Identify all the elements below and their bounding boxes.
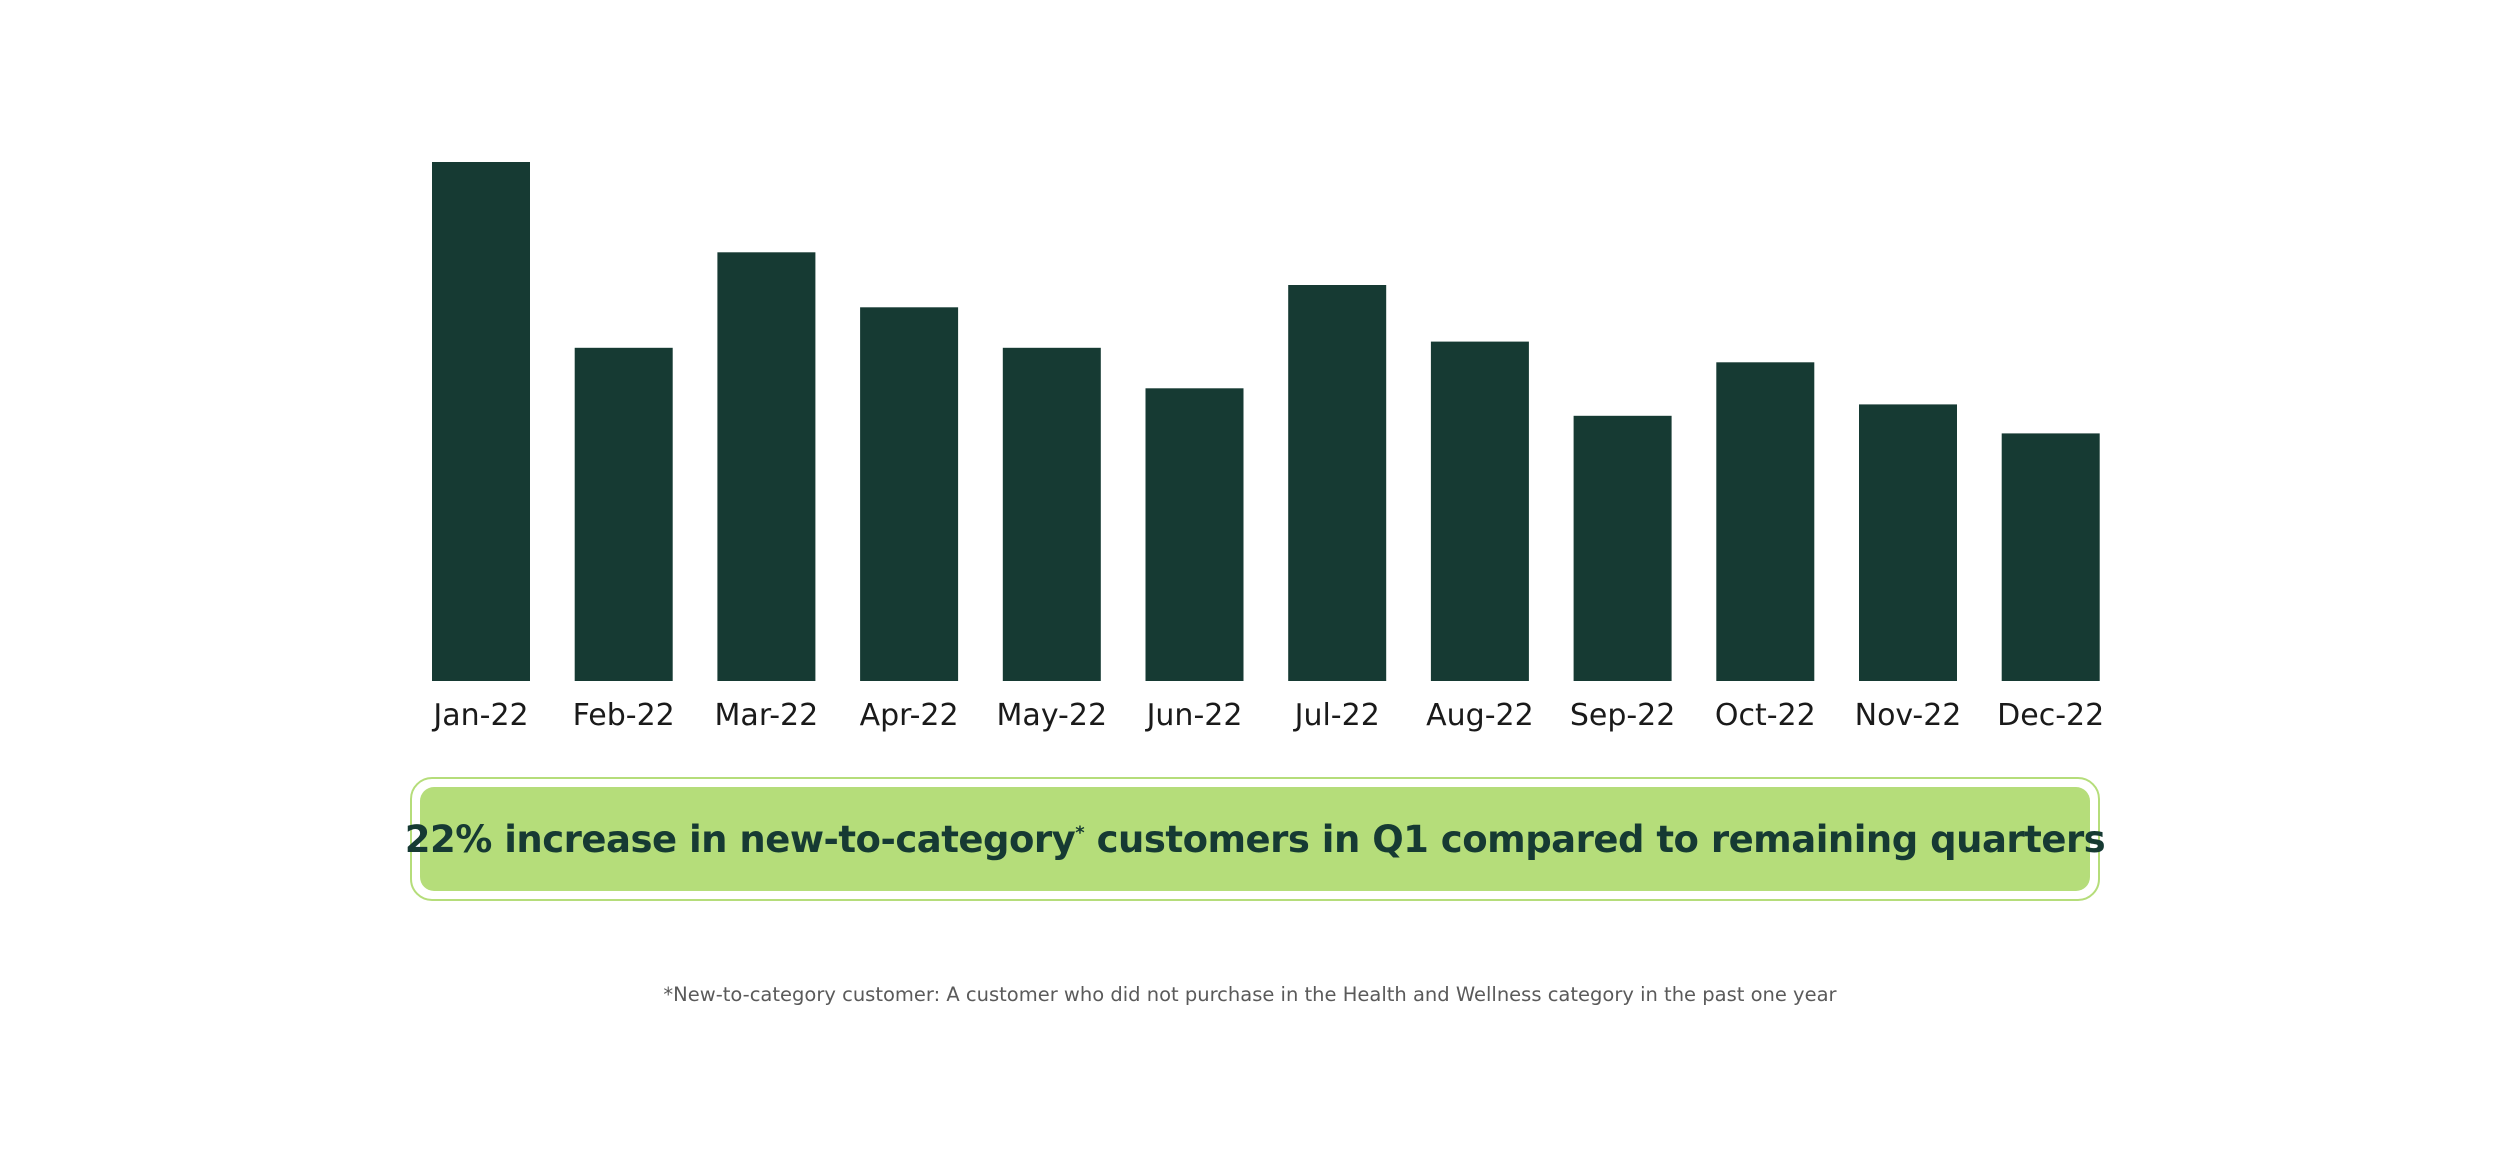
- bar-jun-22: [1145, 388, 1244, 681]
- insight-text-part2: customers in Q1 compared to remaining qu…: [1084, 817, 2106, 861]
- bars-group: [432, 162, 2100, 682]
- footnote: *New-to-category customer: A customer wh…: [663, 983, 1837, 1006]
- x-tick-label-sep-22: Sep-22: [1570, 698, 1676, 733]
- bar-mar-22: [717, 252, 816, 682]
- bar-may-22: [1002, 347, 1101, 681]
- x-tick-label-jul-22: Jul-22: [1293, 698, 1380, 733]
- x-tick-label-may-22: May-22: [997, 698, 1108, 733]
- bar-aug-22: [1430, 341, 1529, 681]
- insight-text-part1: in new-to-category: [676, 817, 1076, 861]
- insight-footnote-mark: *: [1075, 822, 1085, 844]
- bar-sep-22: [1573, 415, 1672, 681]
- x-tick-label-oct-22: Oct-22: [1715, 698, 1816, 733]
- x-tick-labels: Jan-22 Feb-22 Mar-22 Apr-22 May-22 Jun-22 Jul-…: [431, 698, 2104, 733]
- bar-dec-22: [2001, 433, 2100, 681]
- x-tick-label-dec-22: Dec-22: [1997, 698, 2104, 733]
- x-tick-label-nov-22: Nov-22: [1855, 698, 1962, 733]
- bar-nov-22: [1859, 404, 1957, 681]
- bar-chart: Jan-22 Feb-22 Mar-22 Apr-22 May-22 Jun-22 Jul-…: [431, 162, 2104, 733]
- bar-jan-22: [432, 162, 530, 681]
- bar-apr-22: [860, 307, 959, 681]
- x-tick-label-aug-22: Aug-22: [1426, 698, 1534, 733]
- bar-jul-22: [1288, 285, 1387, 681]
- x-tick-label-apr-22: Apr-22: [860, 698, 959, 733]
- insight-callout: 22% increase in new-to-category* custome…: [405, 777, 2106, 901]
- insight-callout-fill: 22% increase in new-to-category* custome…: [405, 787, 2106, 891]
- x-tick-label-jun-22: Jun-22: [1145, 698, 1243, 733]
- x-tick-label-jan-22: Jan-22: [431, 698, 528, 733]
- insight-text: 22% increase in new-to-category* custome…: [404, 817, 2106, 861]
- insight-highlight: 22% increase: [404, 817, 677, 861]
- bar-feb-22: [574, 347, 673, 681]
- bar-oct-22: [1716, 362, 1815, 681]
- x-tick-label-feb-22: Feb-22: [573, 698, 675, 733]
- x-tick-label-mar-22: Mar-22: [715, 698, 819, 733]
